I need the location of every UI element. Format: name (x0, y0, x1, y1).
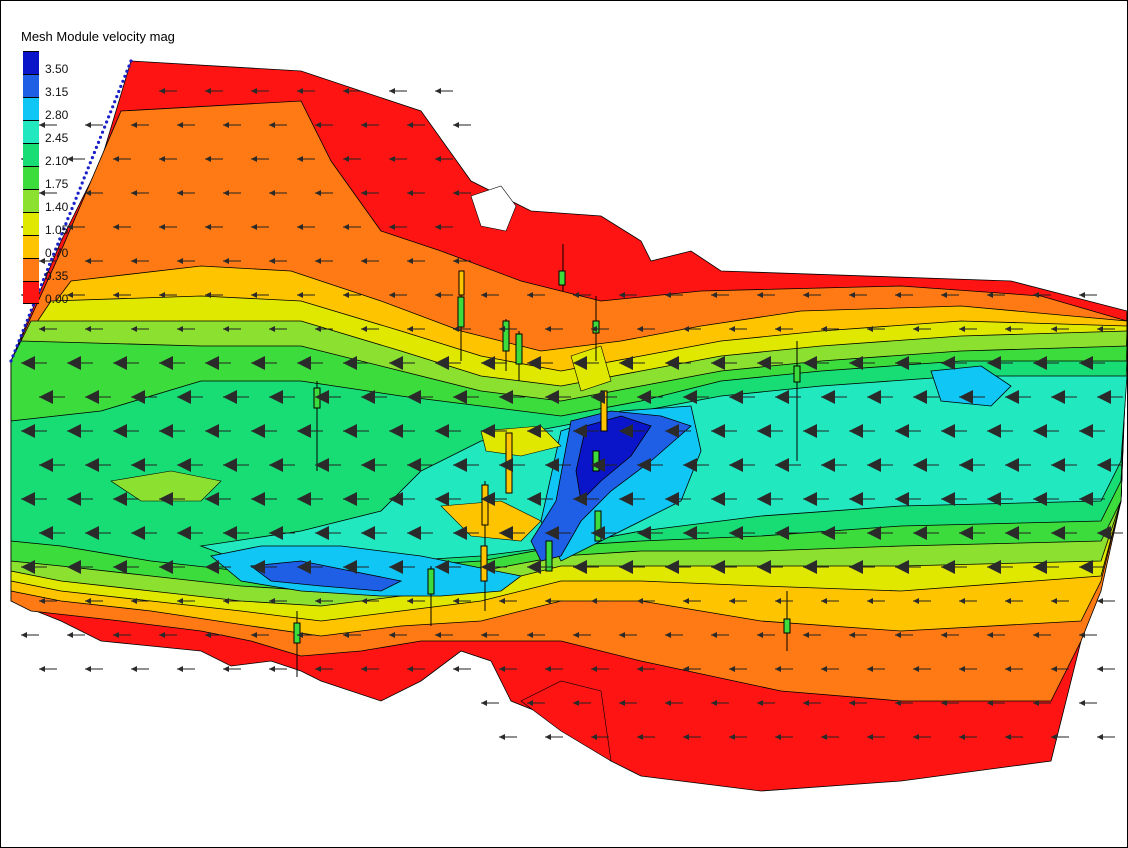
legend-value-label: 1.75 (45, 177, 69, 191)
legend-swatch: 0.35 (23, 258, 68, 283)
legend-swatch: 3.50 (23, 51, 68, 76)
island-hole (470, 185, 517, 232)
legend-swatch: 1.75 (23, 166, 68, 191)
legend-value-label: 1.40 (45, 200, 69, 214)
legend-value-label: 2.10 (45, 154, 69, 168)
legend-value-label: 3.15 (45, 85, 69, 99)
legend-swatch: 2.10 (23, 143, 68, 168)
contour-band-2-80 (930, 365, 1012, 407)
color-legend: 3.50 3.15 2.80 2.45 2.10 1.75 1.40 1.05 0.70 0.35… (23, 51, 68, 306)
legend-title: Mesh Module velocity mag (21, 29, 175, 44)
legend-swatch: 2.80 (23, 97, 68, 122)
legend-value-label: 0.70 (45, 246, 69, 260)
legend-swatch: 0.70 (23, 235, 68, 260)
legend-value-label: 1.05 (45, 223, 69, 237)
contour-band-3-15 (530, 410, 692, 562)
legend-value-label: 0.00 (45, 292, 69, 306)
velocity-vector-field (21, 88, 1123, 740)
legend-value-label: 2.45 (45, 131, 69, 145)
contour-spot (110, 470, 222, 502)
island-hole (520, 680, 612, 762)
contour-spot (570, 345, 612, 392)
legend-swatch: 3.15 (23, 74, 68, 99)
legend-swatch: 0.00 (23, 281, 68, 306)
legend-swatch: 1.05 (23, 212, 68, 237)
legend-swatch: 2.45 (23, 120, 68, 145)
legend-value-label: 2.80 (45, 108, 69, 122)
legend-swatch: 1.40 (23, 189, 68, 214)
contour-band-2-80 (210, 545, 522, 597)
legend-value-label: 3.50 (45, 62, 69, 76)
legend-value-label: 0.35 (45, 269, 69, 283)
